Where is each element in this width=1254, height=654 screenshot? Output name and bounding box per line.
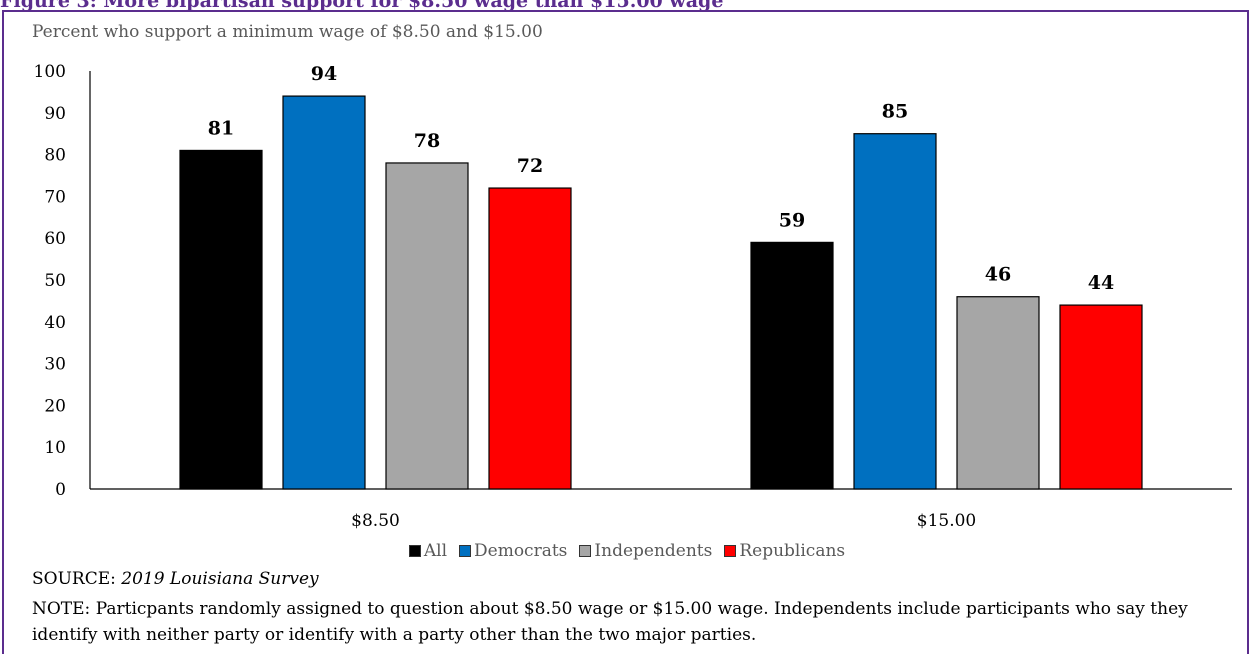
data-label: 59 xyxy=(779,209,805,231)
legend-label: Independents xyxy=(594,541,713,561)
note-text: NOTE: Particpants randomly assigned to q… xyxy=(32,599,1188,645)
y-tick-label: 60 xyxy=(44,229,66,249)
chart-legend: All Democrats Independents Republicans xyxy=(0,540,1254,562)
bar xyxy=(179,149,263,490)
legend-item: Independents xyxy=(579,541,712,561)
data-label: 85 xyxy=(882,101,908,123)
data-label: 72 xyxy=(517,155,543,177)
category-label: $15.00 xyxy=(917,511,976,531)
legend-item: Democrats xyxy=(459,541,567,561)
legend-label: All xyxy=(423,541,448,561)
legend-swatch xyxy=(408,545,421,557)
source-line: SOURCE: 2019 Louisiana Survey xyxy=(32,569,319,589)
figure-title: Figure 3: More bipartisan support for $8… xyxy=(0,0,724,11)
data-label: 81 xyxy=(208,117,234,139)
legend-swatch xyxy=(459,545,472,557)
y-tick-label: 90 xyxy=(44,104,66,124)
bar xyxy=(1059,304,1143,490)
chart-subtitle: Percent who support a minimum wage of $8… xyxy=(32,22,543,42)
y-tick-label: 70 xyxy=(44,187,66,207)
data-label: 44 xyxy=(1088,272,1114,294)
legend-label: Republicans xyxy=(739,541,846,561)
source-text: 2019 Louisiana Survey xyxy=(121,569,319,589)
figure-frame xyxy=(2,10,1249,654)
category-label: $8.50 xyxy=(351,511,400,531)
bar xyxy=(385,162,469,490)
data-label: 46 xyxy=(985,264,1011,286)
bar xyxy=(853,133,937,490)
bar xyxy=(282,95,366,490)
y-tick-label: 50 xyxy=(44,271,66,291)
source-label: SOURCE: xyxy=(32,569,122,589)
y-tick-label: 20 xyxy=(44,396,66,416)
y-tick-label: 30 xyxy=(44,355,66,375)
y-tick-label: 40 xyxy=(44,313,66,333)
legend-swatch xyxy=(579,545,592,557)
legend-item: All xyxy=(408,541,448,561)
bar xyxy=(750,241,834,490)
bar xyxy=(488,187,572,490)
bar xyxy=(956,296,1040,490)
data-label: 78 xyxy=(414,130,440,152)
data-label: 94 xyxy=(311,63,337,85)
bar-chart: 0 10 20 30 40 50 60 70 80 90 100 81 94 78 72 $8.50 59 85 4… xyxy=(34,62,1232,531)
y-tick-label: 80 xyxy=(44,146,66,166)
y-tick-label: 10 xyxy=(44,438,66,458)
legend-item: Republicans xyxy=(724,541,845,561)
legend-label: Democrats xyxy=(474,541,568,561)
y-tick-label: 0 xyxy=(55,480,66,500)
legend-swatch xyxy=(724,545,737,557)
y-tick-label: 100 xyxy=(34,62,66,82)
